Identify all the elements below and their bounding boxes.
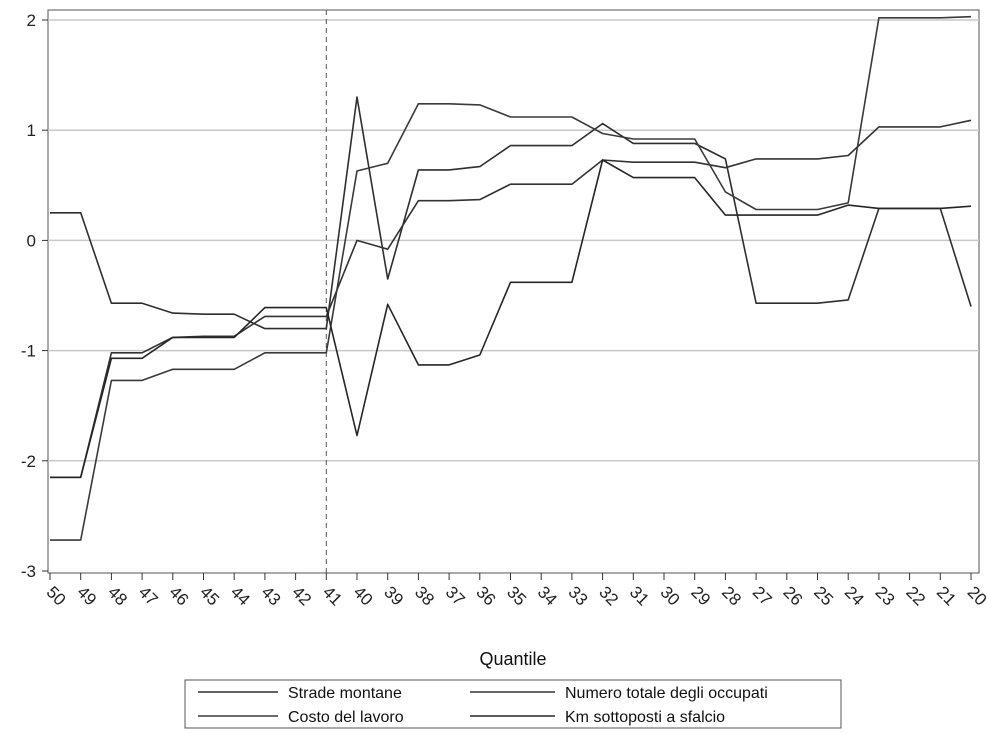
- x-tick-label: 37: [442, 583, 469, 610]
- x-tick-label: 26: [779, 583, 806, 610]
- x-tick-label: 34: [534, 583, 561, 610]
- x-tick-label: 20: [964, 583, 987, 610]
- x-tick-label: 21: [933, 583, 960, 610]
- y-axis: -3 -2 -1 0 1 2: [21, 11, 48, 581]
- x-tick-label: 28: [718, 583, 745, 610]
- legend-label: Km sottoposti a sfalcio: [565, 709, 725, 726]
- y-tick-label: -1: [21, 342, 36, 361]
- x-tick-label: 41: [319, 583, 346, 610]
- x-tick-label: 44: [227, 583, 254, 610]
- x-tick-label: 36: [472, 583, 499, 610]
- x-tick-label: 31: [626, 583, 653, 610]
- x-tick-label: 33: [565, 583, 592, 610]
- y-tick-label: 1: [27, 121, 36, 140]
- x-tick-label: 25: [810, 583, 837, 610]
- y-tick-label: 2: [27, 11, 36, 30]
- x-axis: 50 49 48 47 46 45 44 43 42 41 40 39 38 37 36 35 34 33 32 31…: [43, 573, 987, 609]
- x-tick-label: 35: [503, 583, 530, 610]
- y-tick-label: -2: [21, 452, 36, 471]
- x-tick-label: 40: [350, 583, 377, 610]
- x-tick-label: 27: [749, 583, 776, 610]
- series-line-0: [50, 96, 972, 330]
- x-tick-label: 29: [687, 583, 714, 610]
- series-line-3: [50, 159, 972, 479]
- x-tick-label: 30: [657, 583, 684, 610]
- x-tick-label: 23: [872, 583, 899, 610]
- x-tick-label: 45: [196, 583, 223, 610]
- plot-area: [47, 9, 980, 574]
- x-tick-label: 42: [288, 583, 315, 610]
- series-line-1: [50, 119, 972, 479]
- gridlines: [48, 19, 979, 462]
- x-tick-label: 39: [380, 583, 407, 610]
- x-tick-label: 32: [595, 583, 622, 610]
- legend-label: Costo del lavoro: [288, 709, 404, 726]
- legend-box: [184, 679, 842, 729]
- x-tick-label: 24: [841, 583, 868, 610]
- x-tick-label: 48: [104, 583, 131, 610]
- legend-label: Numero totale degli occupati: [565, 685, 768, 702]
- x-tick-label: 50: [43, 583, 70, 610]
- series-lines: [50, 15, 972, 541]
- y-tick-label: 0: [27, 231, 36, 250]
- x-tick-label: 49: [73, 583, 100, 610]
- x-tick-label: 46: [165, 583, 192, 610]
- x-tick-label: 43: [258, 583, 285, 610]
- x-axis-title: Quantile: [479, 649, 546, 669]
- legend: Strade montane Numero totale degli occupa…: [184, 679, 842, 729]
- y-tick-label: -3: [21, 562, 36, 581]
- series-line-2: [50, 15, 972, 541]
- x-tick-label: 38: [411, 583, 438, 610]
- x-tick-label: 22: [902, 583, 929, 610]
- x-tick-label: 47: [135, 583, 162, 610]
- legend-label: Strade montane: [288, 685, 402, 702]
